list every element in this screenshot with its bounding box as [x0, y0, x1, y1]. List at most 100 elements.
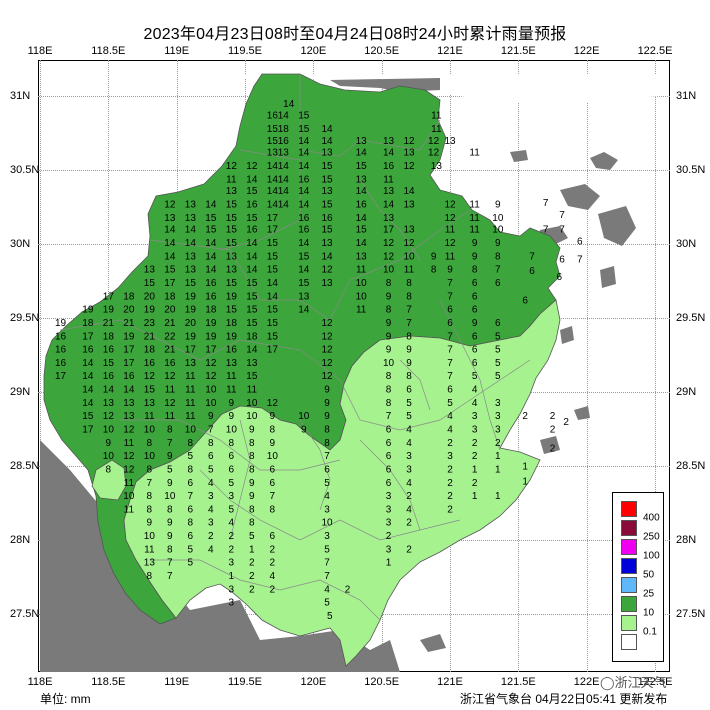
station-value: 14 [356, 148, 368, 159]
station-value: 19 [205, 318, 217, 329]
station-value: 6 [229, 464, 235, 475]
station-value: 12 [226, 161, 238, 172]
station-value: 11 [165, 411, 176, 422]
station-value: 18 [164, 291, 176, 302]
station-value: 6 [577, 237, 583, 248]
station-value: 2 [406, 518, 412, 529]
station-value: 13 [321, 186, 333, 197]
station-value: 8 [208, 438, 214, 449]
county-boundaries [59, 74, 531, 621]
station-value: 11 [226, 174, 237, 185]
station-value: 13 [103, 398, 115, 409]
island-south-1 [420, 634, 446, 652]
station-value: 18 [205, 305, 217, 316]
station-value: 2 [563, 417, 569, 428]
station-value: 13 [226, 265, 238, 276]
station-value: 16 [82, 345, 94, 356]
station-value: 9 [495, 238, 501, 249]
station-value: 19 [82, 305, 94, 316]
station-value: 6 [447, 385, 453, 396]
station-value: 10 [383, 358, 395, 369]
station-value: 3 [386, 504, 392, 515]
station-value: 12 [164, 200, 176, 211]
station-value: 14 [283, 99, 295, 110]
station-value: 20 [144, 291, 156, 302]
station-value: 5 [249, 531, 255, 542]
station-value: 11 [185, 411, 196, 422]
station-value: 7 [447, 371, 453, 382]
station-value: 12 [123, 464, 135, 475]
station-value: 7 [559, 225, 565, 236]
station-value: 2 [550, 444, 556, 455]
station-value: 12 [444, 238, 456, 249]
station-value: 10 [185, 425, 197, 436]
lon-tick-top: 119E [164, 45, 190, 57]
legend: 400 250 100 50 25 10 0.1 [612, 492, 664, 662]
station-value: 8 [406, 278, 412, 289]
station-value: 7 [324, 571, 330, 582]
station-value: 2 [249, 584, 255, 595]
station-value: 5 [495, 345, 501, 356]
station-value: 8 [249, 438, 255, 449]
station-value: 6 [472, 291, 478, 302]
station-value: 11 [144, 411, 155, 422]
station-value: 14 [267, 291, 279, 302]
station-value: 15 [267, 251, 279, 262]
station-value: 10 [205, 398, 217, 409]
station-value: 5 [406, 411, 412, 422]
lat-tick-left: 29.5N [10, 312, 40, 324]
station-value: 13 [403, 200, 415, 211]
station-value: 2 [208, 531, 214, 542]
station-value: 15 [321, 225, 333, 236]
station-value: 17 [103, 291, 115, 302]
station-value: 19 [185, 331, 197, 342]
station-value: 17 [267, 225, 279, 236]
station-value: 14 [246, 251, 258, 262]
light-rain-polygon-west [91, 459, 127, 501]
station-value: 12 [321, 265, 333, 276]
station-value: 14 [205, 238, 217, 249]
station-value: 4 [270, 571, 276, 582]
station-value: 2 [345, 584, 351, 595]
station-value: 5 [406, 398, 412, 409]
station-value: 9 [270, 411, 276, 422]
station-value: 14 [383, 200, 395, 211]
station-value: 3 [386, 518, 392, 529]
station-value: 15 [356, 225, 368, 236]
station-value: 20 [185, 318, 197, 329]
lon-tick-bottom: 119E [164, 676, 190, 688]
station-value: 6 [188, 504, 194, 515]
station-value: 12 [321, 318, 333, 329]
station-value: 7 [543, 225, 549, 236]
station-value: 15 [226, 305, 238, 316]
station-value: 13 [321, 148, 333, 159]
station-value: 2 [270, 544, 276, 555]
station-value: 8 [324, 438, 330, 449]
station-value: 21 [123, 318, 135, 329]
station-value: 12 [403, 238, 415, 249]
station-value: 11 [124, 478, 135, 489]
station-value: 19 [55, 318, 67, 329]
station-value: 6 [208, 451, 214, 462]
station-value: 15 [267, 331, 279, 342]
station-value: 6 [472, 278, 478, 289]
light-rain-polygon-east [123, 299, 561, 667]
footer-publisher: 浙江省气象台 04月22日05:41 更新发布 [460, 692, 668, 706]
station-value: 2 [550, 425, 556, 436]
station-value: 14 [298, 200, 310, 211]
station-value: 9 [406, 358, 412, 369]
station-value: 8 [386, 385, 392, 396]
station-value: 8 [406, 291, 412, 302]
station-value: 10 [267, 451, 279, 462]
station-value: 5 [324, 478, 330, 489]
station-value: 9 [386, 318, 392, 329]
island-east-3 [540, 436, 560, 454]
station-value: 6 [447, 305, 453, 316]
station-value: 12 [164, 371, 176, 382]
station-value: 8 [188, 464, 194, 475]
station-value: 14 [298, 265, 310, 276]
station-value: 20 [164, 305, 176, 316]
station-value: 6 [270, 478, 276, 489]
station-value: 18 [144, 345, 156, 356]
station-value: 18 [226, 318, 238, 329]
